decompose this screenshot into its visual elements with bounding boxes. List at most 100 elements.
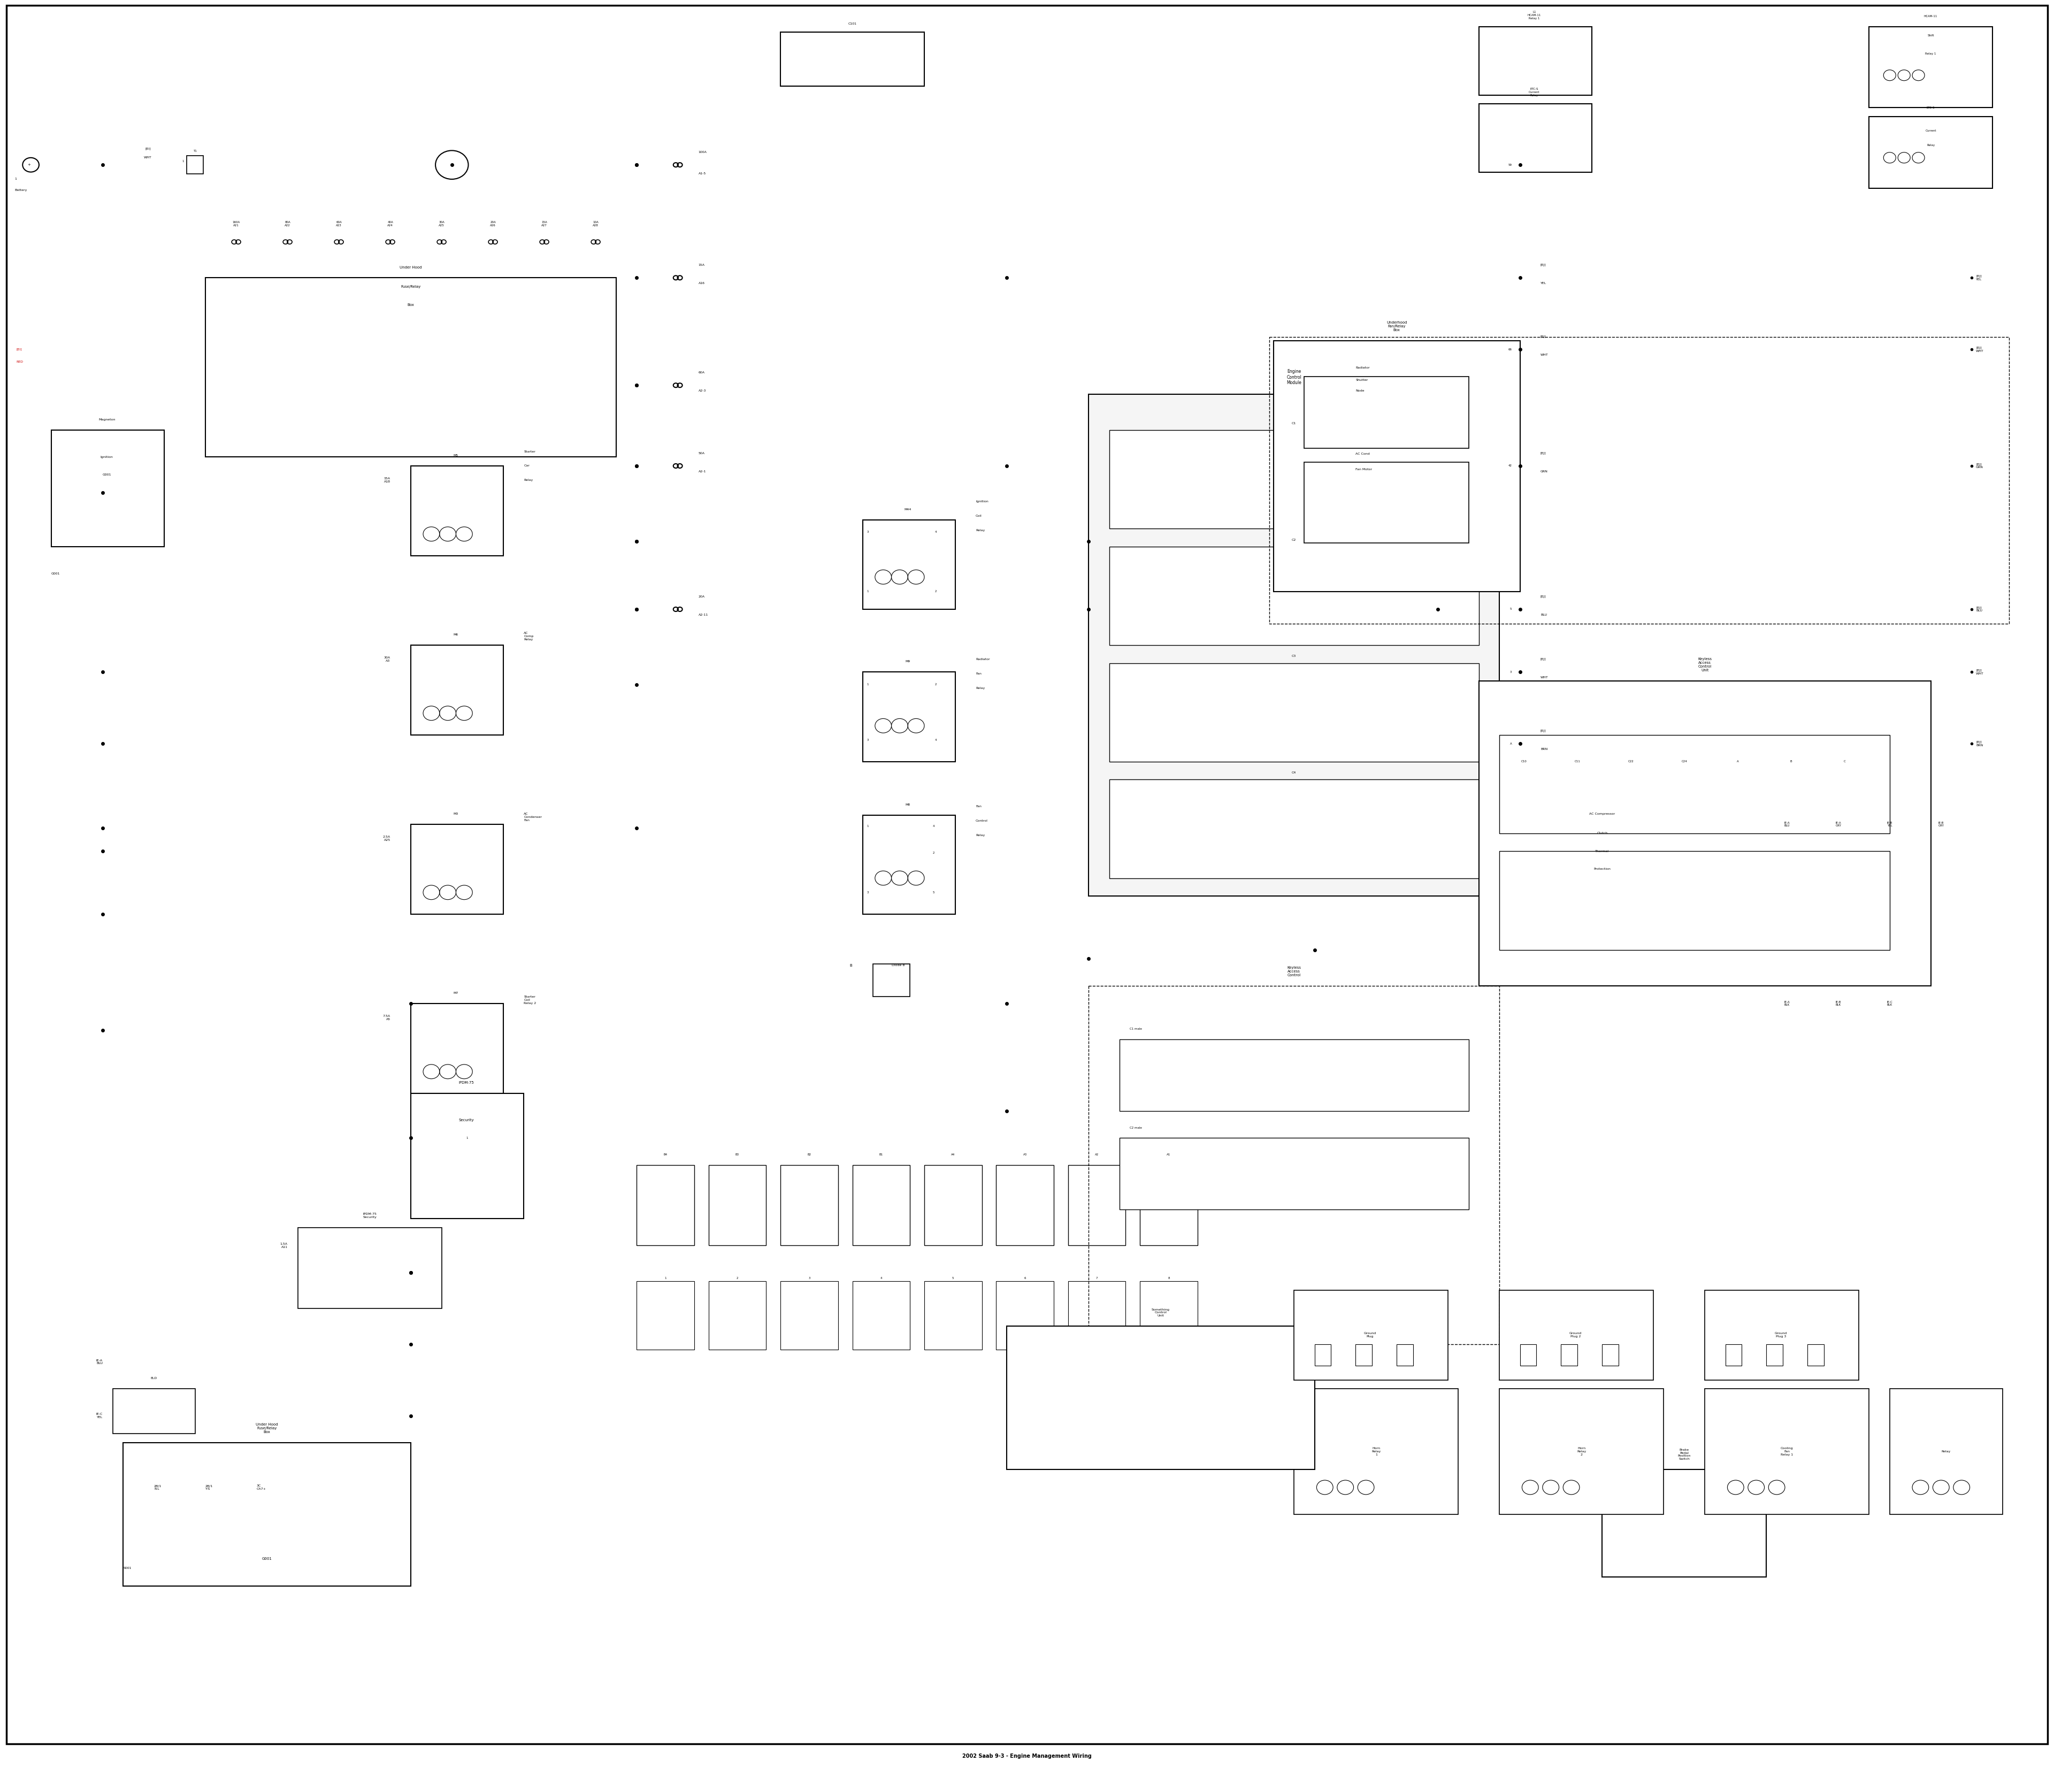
Text: 80A
A22: 80A A22 bbox=[286, 220, 290, 228]
Text: M6: M6 bbox=[454, 634, 458, 636]
Text: 40A
A24: 40A A24 bbox=[388, 220, 392, 228]
Text: Ground
Plug 3: Ground Plug 3 bbox=[1775, 1331, 1787, 1339]
Text: Protection: Protection bbox=[1594, 867, 1610, 871]
Bar bbox=[1356, 1344, 1372, 1366]
Text: [EI]: [EI] bbox=[16, 348, 23, 351]
Bar bbox=[709, 1281, 766, 1349]
Text: Starter: Starter bbox=[524, 450, 536, 453]
Text: +: + bbox=[27, 163, 31, 167]
Text: Starter
Coil
Relay 2: Starter Coil Relay 2 bbox=[524, 996, 536, 1004]
Bar bbox=[781, 1165, 838, 1245]
Text: C4: C4 bbox=[1292, 772, 1296, 774]
Text: C22: C22 bbox=[1629, 760, 1633, 763]
Bar bbox=[1479, 681, 1931, 986]
Bar bbox=[1089, 986, 1499, 1344]
Text: [EJ]
WHT: [EJ] WHT bbox=[1976, 346, 1984, 353]
Text: Under Hood: Under Hood bbox=[401, 265, 421, 269]
Text: IE-A
BLU: IE-A BLU bbox=[97, 1358, 103, 1366]
Text: Ignition: Ignition bbox=[976, 500, 988, 504]
Bar bbox=[924, 1281, 982, 1349]
Text: Current: Current bbox=[1925, 129, 1937, 133]
Text: A16: A16 bbox=[698, 281, 705, 285]
Bar bbox=[873, 964, 910, 996]
Text: GRN: GRN bbox=[1540, 470, 1549, 473]
Text: Something
Control
Unit: Something Control Unit bbox=[1152, 1308, 1169, 1317]
Bar bbox=[1725, 1344, 1742, 1366]
Bar bbox=[123, 1443, 411, 1586]
Bar bbox=[411, 824, 503, 914]
Text: WHT: WHT bbox=[1540, 676, 1549, 679]
Text: 20A
A26: 20A A26 bbox=[491, 220, 495, 228]
Text: YEL: YEL bbox=[1540, 281, 1547, 285]
Text: 15A: 15A bbox=[698, 263, 705, 267]
Text: C1: C1 bbox=[1292, 423, 1296, 425]
Text: IE-A
BLK: IE-A BLK bbox=[1785, 1000, 1789, 1007]
Text: Car: Car bbox=[524, 464, 530, 468]
Bar bbox=[852, 1281, 910, 1349]
Text: B4: B4 bbox=[663, 1154, 668, 1156]
Text: 50A: 50A bbox=[698, 452, 705, 455]
Text: Fan: Fan bbox=[976, 805, 982, 808]
Bar bbox=[187, 156, 203, 174]
Bar bbox=[637, 1165, 694, 1245]
Text: C3: C3 bbox=[1292, 656, 1296, 658]
Bar bbox=[1273, 340, 1520, 591]
Text: Relay: Relay bbox=[976, 529, 984, 532]
Text: Ignition: Ignition bbox=[101, 455, 113, 459]
Bar bbox=[863, 520, 955, 609]
Text: Relay 1: Relay 1 bbox=[1925, 52, 1937, 56]
Text: IE-A
BLU: IE-A BLU bbox=[1785, 821, 1789, 828]
Text: Keyless
Access
Control
Unit: Keyless Access Control Unit bbox=[1699, 658, 1711, 672]
Text: Radiator: Radiator bbox=[976, 658, 990, 661]
Text: M7: M7 bbox=[454, 993, 458, 995]
Text: A1-5: A1-5 bbox=[698, 172, 707, 176]
Text: WHT: WHT bbox=[144, 156, 152, 159]
Bar bbox=[1109, 430, 1479, 529]
Bar bbox=[1006, 1326, 1315, 1469]
Bar bbox=[863, 815, 955, 914]
Text: Fan: Fan bbox=[976, 672, 982, 676]
Text: Engine
Control
Module: Engine Control Module bbox=[1286, 369, 1302, 385]
Text: C2 male: C2 male bbox=[1130, 1127, 1142, 1129]
Text: 42: 42 bbox=[1508, 464, 1512, 468]
Bar bbox=[1479, 104, 1592, 172]
Text: 15A
A27: 15A A27 bbox=[542, 220, 546, 228]
Text: Under Hood
Fuse/Relay
Box: Under Hood Fuse/Relay Box bbox=[257, 1423, 277, 1434]
Bar bbox=[1499, 824, 1705, 968]
Bar bbox=[781, 1281, 838, 1349]
Text: [EJ]: [EJ] bbox=[1540, 263, 1547, 267]
Bar bbox=[1499, 735, 1890, 833]
Bar bbox=[709, 1165, 766, 1245]
Text: Magneton: Magneton bbox=[99, 419, 115, 421]
Bar bbox=[1705, 1290, 1859, 1380]
Bar bbox=[1520, 1344, 1536, 1366]
Text: AC Cond: AC Cond bbox=[1356, 453, 1370, 455]
Bar bbox=[1269, 337, 2009, 624]
Text: A1: A1 bbox=[1167, 1154, 1171, 1156]
Text: Horn
Relay
2: Horn Relay 2 bbox=[1577, 1448, 1586, 1455]
Bar bbox=[1705, 1389, 1869, 1514]
Text: 60A: 60A bbox=[698, 371, 705, 375]
Text: Control: Control bbox=[976, 819, 988, 823]
Text: 7.5A
A5: 7.5A A5 bbox=[382, 1014, 390, 1021]
Bar bbox=[1602, 1344, 1619, 1366]
Text: IPDM-75
Security: IPDM-75 Security bbox=[364, 1213, 376, 1219]
Bar bbox=[1109, 547, 1479, 645]
Bar bbox=[1315, 1344, 1331, 1366]
Text: Underhood
Fan/Relay
Box: Underhood Fan/Relay Box bbox=[1386, 321, 1407, 332]
Text: 1.5A
A11: 1.5A A11 bbox=[279, 1242, 288, 1249]
Text: Battery: Battery bbox=[14, 188, 27, 192]
Text: IE-B
GRY: IE-B GRY bbox=[1939, 821, 1943, 828]
Text: IE-B
YEL: IE-B YEL bbox=[1888, 821, 1892, 828]
Text: 66: 66 bbox=[1508, 348, 1512, 351]
Bar bbox=[1304, 462, 1469, 543]
Text: Coil: Coil bbox=[976, 514, 982, 518]
Text: [EJ]: [EJ] bbox=[1540, 595, 1547, 599]
Bar bbox=[1304, 376, 1469, 448]
Bar bbox=[1119, 1039, 1469, 1111]
Text: Node: Node bbox=[1356, 389, 1364, 392]
Text: C10: C10 bbox=[1522, 760, 1526, 763]
Text: IE-C
YEL: IE-C YEL bbox=[97, 1412, 103, 1419]
Text: Fan Motor: Fan Motor bbox=[1356, 468, 1372, 471]
Bar bbox=[1068, 1281, 1126, 1349]
